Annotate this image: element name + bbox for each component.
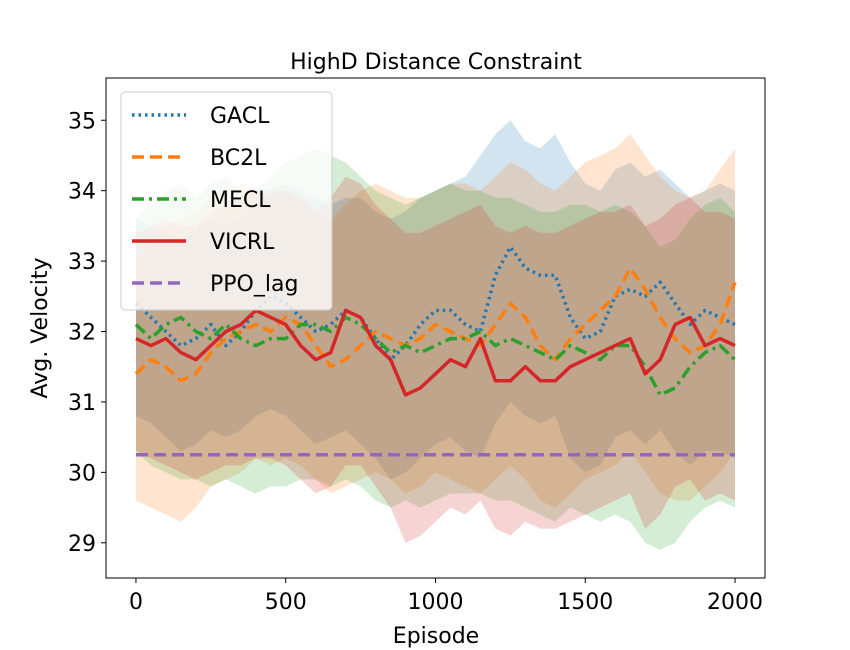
line-vicrl: [135, 308, 736, 397]
series-lines: [134, 245, 737, 457]
x-tick-label: 2000: [707, 590, 763, 615]
legend-label-gacl: GACL: [210, 104, 270, 129]
x-tick-label: 0: [129, 590, 143, 615]
x-tick-label: 500: [265, 590, 307, 615]
x-tick-label: 1500: [557, 590, 613, 615]
y-tick-label: 35: [68, 109, 96, 134]
chart-title: HighD Distance Constraint: [290, 50, 582, 75]
y-tick-label: 32: [68, 321, 96, 346]
y-tick-label: 30: [68, 461, 96, 486]
legend-label-mecl: MECL: [210, 188, 271, 213]
legend-label-vicrl: VICRL: [210, 230, 275, 255]
legend-label-bc2l: BC2L: [210, 146, 267, 171]
y-tick-label: 34: [68, 180, 96, 205]
legend: GACL BC2L MECL VICRL PPO_lag: [120, 91, 333, 311]
line-mecl: [134, 315, 737, 397]
y-axis: 29 30 31 32 33 34 35: [68, 109, 106, 557]
legend-box: [120, 91, 333, 311]
x-axis: 0 500 1000 1500 2000: [129, 578, 763, 615]
y-tick-label: 33: [68, 250, 96, 275]
y-tick-label: 31: [68, 391, 96, 416]
x-axis-label: Episode: [393, 624, 479, 649]
x-tick-label: 1000: [408, 590, 464, 615]
y-tick-label: 29: [68, 532, 96, 557]
legend-label-ppo-lag: PPO_lag: [210, 272, 298, 297]
y-axis-label: Avg. Velocity: [28, 257, 53, 398]
